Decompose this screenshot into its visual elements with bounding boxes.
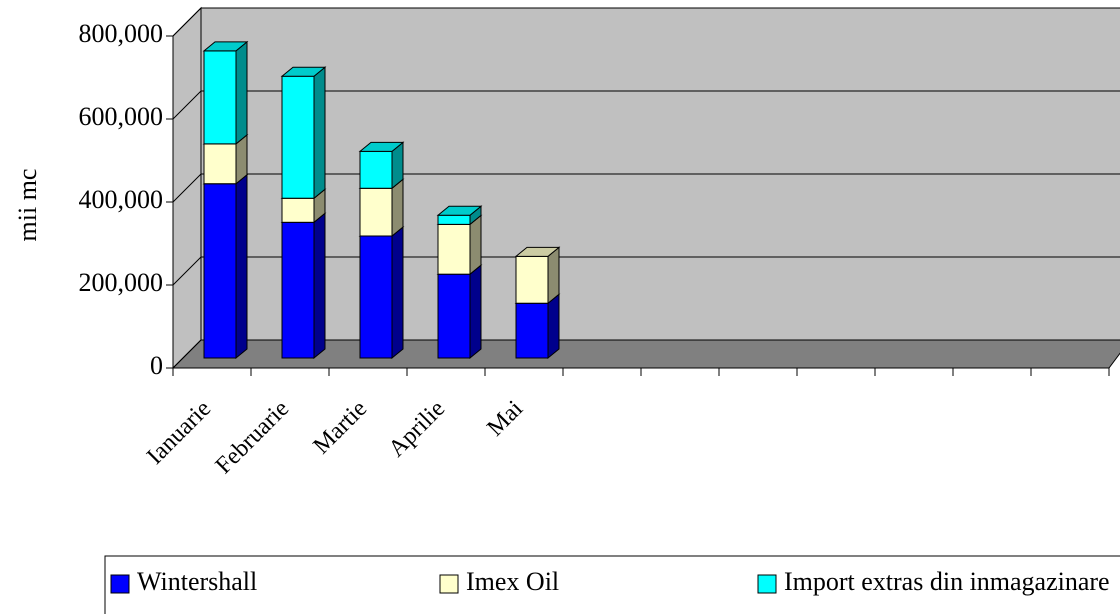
x-tick-label: Mai bbox=[482, 396, 528, 442]
bar-side bbox=[469, 264, 482, 360]
bar-top bbox=[436, 205, 483, 216]
bar-top bbox=[280, 66, 327, 77]
bar-side bbox=[313, 212, 326, 360]
bar-side bbox=[235, 40, 248, 145]
bar-front bbox=[359, 235, 393, 359]
bar-side bbox=[547, 246, 560, 305]
x-tick-label: Martie bbox=[309, 396, 373, 460]
bar-front bbox=[437, 214, 471, 225]
y-tick-label: 200,000 bbox=[79, 268, 164, 297]
bar-front bbox=[281, 197, 315, 223]
grid-line bbox=[172, 339, 1120, 369]
legend-swatch bbox=[439, 574, 459, 594]
y-tick-label: 400,000 bbox=[79, 185, 164, 214]
y-tick-label: 600,000 bbox=[79, 102, 164, 131]
bar-front bbox=[359, 150, 393, 189]
bar-side bbox=[391, 225, 404, 360]
grid-line bbox=[172, 7, 1120, 37]
legend-swatch bbox=[110, 574, 130, 594]
x-tick-label: Februarie bbox=[211, 396, 294, 479]
legend-label: Imex Oil bbox=[466, 567, 559, 596]
bar-top bbox=[358, 141, 405, 152]
legend-label: Import extras din inmagazinare bbox=[784, 567, 1110, 596]
bar-front bbox=[281, 75, 315, 199]
grid-line bbox=[172, 90, 1120, 120]
y-tick-label: 800,000 bbox=[79, 19, 164, 48]
y-axis-title: mii mc bbox=[13, 169, 42, 242]
legend-box bbox=[104, 555, 1120, 614]
x-tick-label: Ianuarie bbox=[142, 396, 216, 470]
bar-side bbox=[235, 173, 248, 360]
bar-top bbox=[202, 41, 249, 52]
bar-front bbox=[437, 223, 471, 275]
bar-side bbox=[313, 66, 326, 200]
bar-side bbox=[547, 293, 560, 360]
bar-front bbox=[515, 302, 549, 359]
bar-front bbox=[203, 183, 237, 359]
y-tick-label: 0 bbox=[150, 351, 163, 380]
bar-front bbox=[281, 221, 315, 359]
x-tick-label: Aprilie bbox=[384, 396, 450, 462]
bar-front bbox=[359, 187, 393, 237]
grid-line bbox=[172, 173, 1120, 203]
bar-front bbox=[203, 143, 237, 185]
bar-top bbox=[514, 246, 561, 257]
bar-side bbox=[469, 214, 482, 276]
grid-line bbox=[172, 256, 1120, 286]
legend-swatch bbox=[757, 574, 777, 594]
bar-front bbox=[515, 255, 549, 304]
bar-side bbox=[391, 178, 404, 238]
bar-front bbox=[203, 50, 237, 145]
bar-front bbox=[437, 273, 471, 359]
legend-label: Wintershall bbox=[137, 567, 257, 596]
